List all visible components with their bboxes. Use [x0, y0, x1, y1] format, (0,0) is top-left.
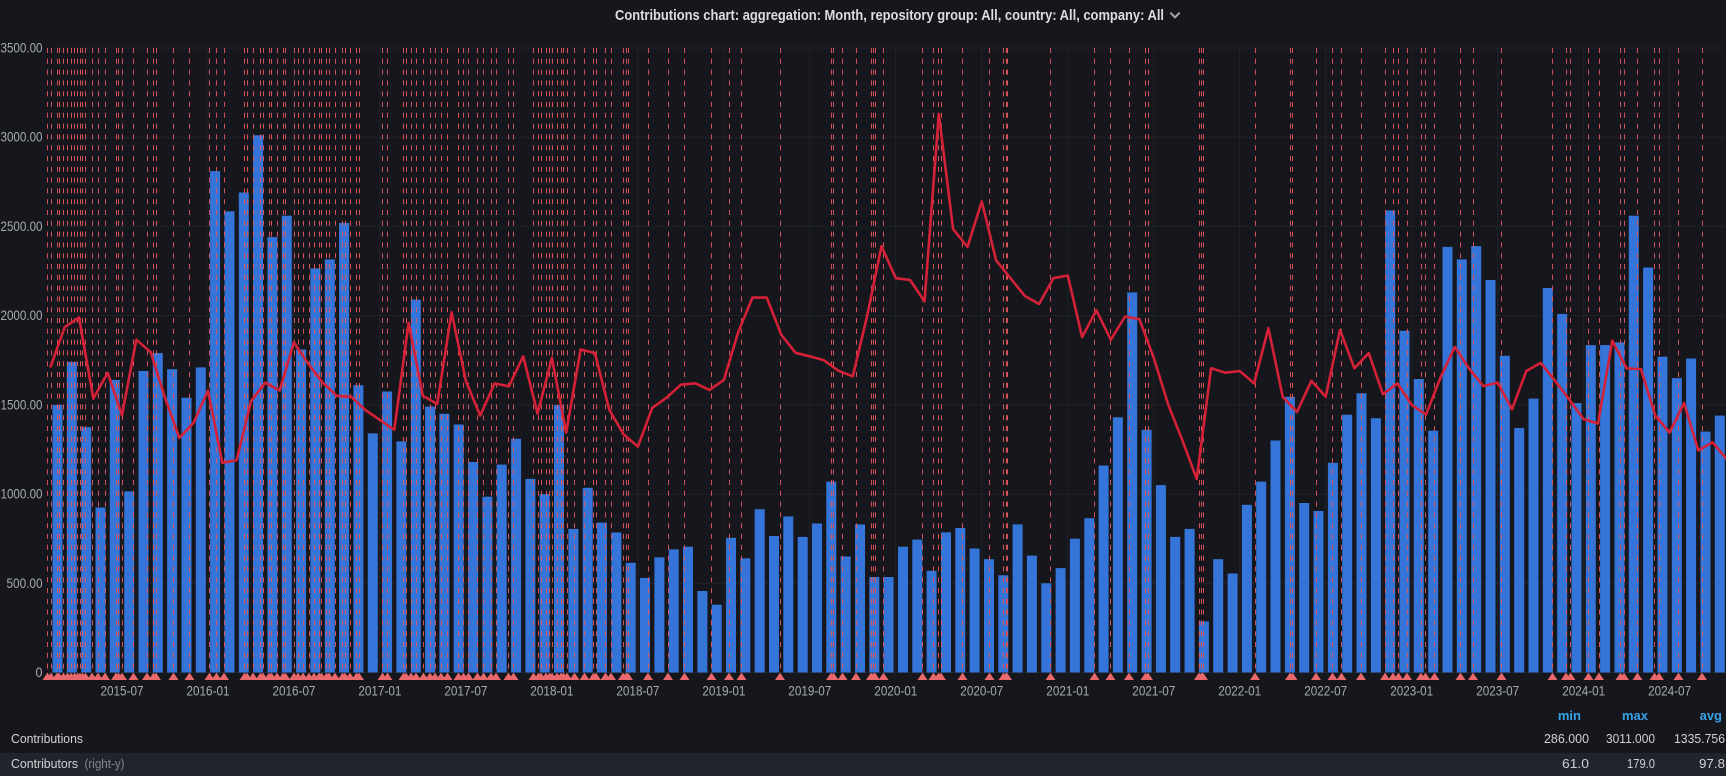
svg-text:179.0: 179.0	[1627, 756, 1655, 771]
svg-text:avg: avg	[1700, 708, 1722, 723]
svg-text:max: max	[1622, 708, 1649, 723]
svg-text:3011.000: 3011.000	[1606, 731, 1655, 746]
svg-text:2023-07: 2023-07	[1476, 684, 1519, 699]
svg-text:2015-07: 2015-07	[101, 684, 144, 699]
svg-text:3500.00: 3500.00	[1, 41, 43, 56]
svg-text:2021-07: 2021-07	[1132, 684, 1175, 699]
svg-text:2022-01: 2022-01	[1218, 684, 1261, 699]
svg-text:2022-07: 2022-07	[1304, 684, 1347, 699]
svg-text:2016-07: 2016-07	[273, 684, 316, 699]
svg-text:1335.756: 1335.756	[1674, 731, 1725, 746]
svg-text:2017-01: 2017-01	[358, 684, 401, 699]
svg-text:2018-01: 2018-01	[530, 684, 573, 699]
svg-text:2019-01: 2019-01	[702, 684, 745, 699]
svg-text:3000.00: 3000.00	[1, 130, 43, 145]
svg-text:97.8: 97.8	[1699, 756, 1725, 771]
svg-text:Contributors: Contributors	[11, 756, 78, 771]
svg-text:2020-07: 2020-07	[960, 684, 1003, 699]
svg-text:500.00: 500.00	[7, 576, 43, 591]
svg-text:2500.00: 2500.00	[1, 219, 43, 234]
svg-text:(right-y): (right-y)	[85, 756, 125, 771]
svg-text:61.0: 61.0	[1562, 756, 1589, 771]
svg-text:2023-01: 2023-01	[1390, 684, 1433, 699]
svg-text:2017-07: 2017-07	[444, 684, 487, 699]
svg-text:286.000: 286.000	[1544, 731, 1589, 746]
svg-text:2020-01: 2020-01	[874, 684, 917, 699]
svg-text:0: 0	[36, 665, 43, 680]
svg-text:2024-01: 2024-01	[1562, 684, 1605, 699]
svg-text:2018-07: 2018-07	[616, 684, 659, 699]
svg-text:1000.00: 1000.00	[1, 487, 43, 502]
svg-text:Contributions chart: aggregati: Contributions chart: aggregation: Month,…	[615, 8, 1164, 24]
svg-text:2019-07: 2019-07	[788, 684, 831, 699]
svg-text:2024-07: 2024-07	[1648, 684, 1691, 699]
svg-text:min: min	[1558, 708, 1581, 723]
svg-text:2021-01: 2021-01	[1046, 684, 1089, 699]
svg-text:2000.00: 2000.00	[1, 308, 43, 323]
svg-text:1500.00: 1500.00	[1, 397, 43, 412]
svg-text:Contributions: Contributions	[11, 731, 83, 746]
svg-text:2016-01: 2016-01	[187, 684, 230, 699]
